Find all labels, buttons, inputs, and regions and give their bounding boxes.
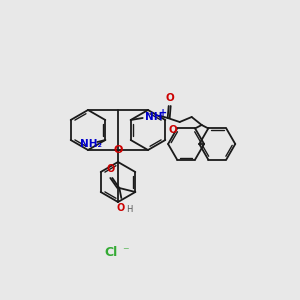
Text: H: H: [126, 205, 133, 214]
Text: +: +: [159, 108, 167, 118]
Text: O: O: [116, 203, 124, 213]
Text: O: O: [106, 164, 114, 174]
Text: NH: NH: [145, 112, 162, 122]
Text: O: O: [113, 145, 123, 155]
Text: NH₂: NH₂: [80, 139, 102, 149]
Text: O: O: [169, 125, 177, 135]
Text: O: O: [165, 93, 174, 103]
Text: Cl: Cl: [105, 245, 118, 259]
Text: ⁻: ⁻: [122, 245, 129, 259]
